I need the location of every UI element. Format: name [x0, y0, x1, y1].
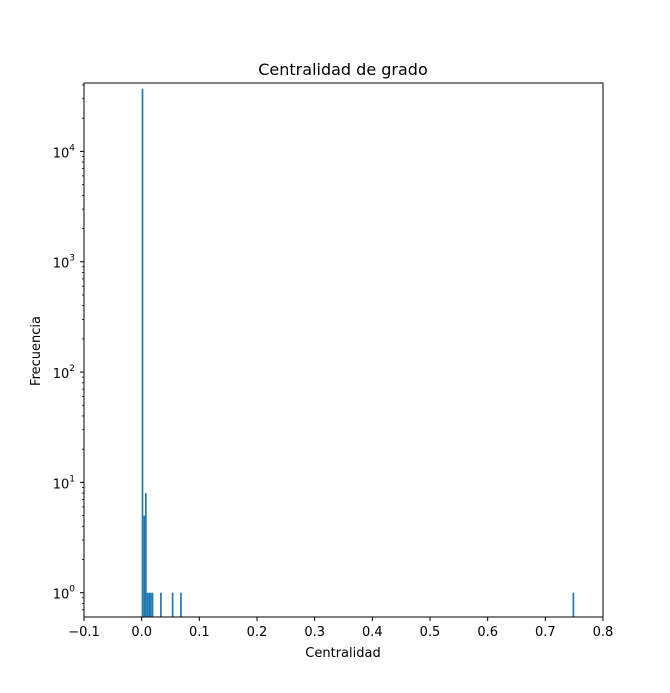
y-tick-label: 100	[53, 585, 76, 603]
x-tick-label: 0.5	[420, 625, 441, 640]
x-tick-label: 0.8	[593, 625, 614, 640]
x-tick-label: 0.0	[131, 625, 152, 640]
x-tick-label: −0.1	[68, 625, 100, 640]
histogram-bar	[141, 88, 144, 617]
y-tick-label: 103	[53, 254, 75, 272]
x-tick-label: 0.6	[477, 625, 498, 640]
x-tick-label: 0.3	[304, 625, 325, 640]
histogram-bar	[145, 493, 147, 617]
plot-frame	[83, 82, 604, 618]
histogram-bar	[148, 592, 151, 617]
x-tick-label: 0.7	[535, 625, 556, 640]
x-axis-ticks: −0.1 0.0 0.1 0.2 0.3 0.4 0.5 0.6 0.7 0.8	[68, 617, 613, 640]
histogram-bar	[151, 592, 154, 617]
x-tick-label: 0.4	[362, 625, 383, 640]
x-tick-label: 0.2	[247, 625, 268, 640]
histogram-bar	[171, 592, 174, 617]
chart-title: Centralidad de grado	[258, 60, 427, 79]
histogram-bar	[143, 515, 146, 617]
x-axis-label: Centralidad	[305, 646, 380, 661]
histogram-bar	[572, 592, 575, 617]
y-tick-label: 102	[53, 364, 75, 382]
histogram-bar	[146, 592, 149, 617]
histogram-bar	[150, 592, 152, 617]
y-axis-ticks: 100 101 102 103 104	[53, 84, 84, 611]
y-tick-label: 101	[53, 474, 75, 492]
x-tick-label: 0.1	[189, 625, 210, 640]
histogram-bar	[180, 592, 182, 617]
histogram-bar	[160, 592, 162, 617]
y-axis-label: Frecuencia	[29, 316, 44, 386]
bars-group	[141, 88, 575, 617]
y-tick-label: 104	[53, 143, 76, 161]
